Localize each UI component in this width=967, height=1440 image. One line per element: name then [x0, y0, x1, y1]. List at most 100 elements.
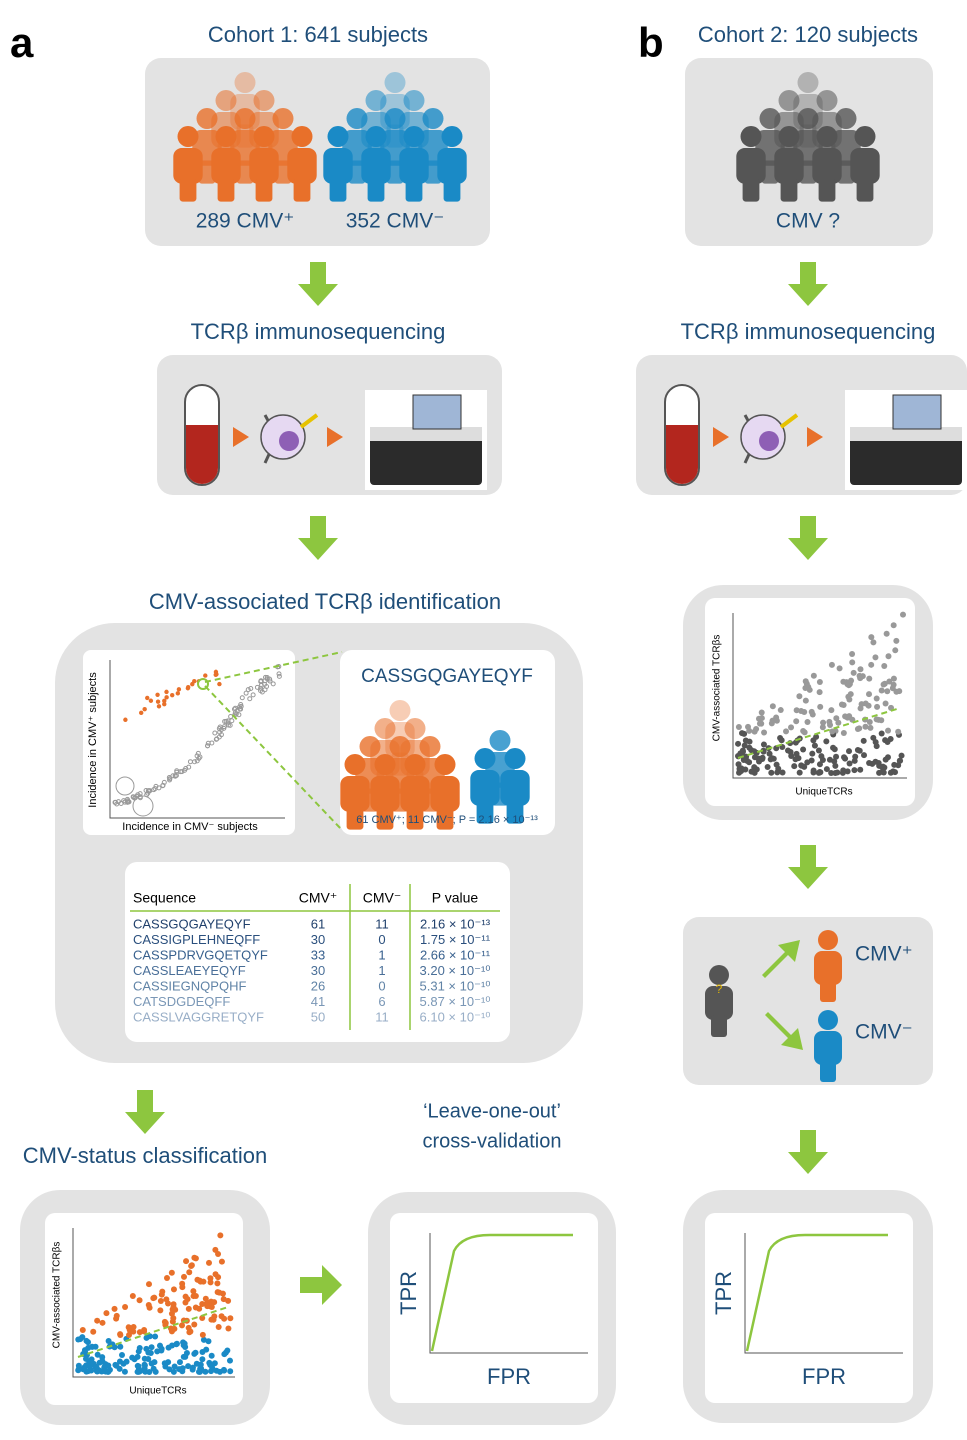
- scatter-dot: [247, 696, 253, 702]
- scatter-dot: [195, 1368, 202, 1375]
- person-head: [474, 748, 496, 769]
- scatter-dot: [886, 678, 893, 685]
- scatter-dot: [761, 729, 768, 736]
- scatter-dot: [823, 766, 830, 773]
- scatter-dot: [840, 678, 847, 685]
- scatter-dot: [264, 683, 270, 689]
- arrow: [298, 262, 338, 306]
- scatter-dot: [212, 1271, 219, 1278]
- scatter-dot: [192, 759, 198, 765]
- scatter-dot: [866, 675, 873, 682]
- table-cell: 33: [311, 947, 325, 962]
- scatter-dot: [878, 730, 885, 737]
- person-body: [470, 770, 500, 806]
- scatter-dot: [207, 1275, 214, 1282]
- table-header: Sequence: [133, 890, 196, 906]
- table-cell: 0: [378, 932, 385, 947]
- axes: [732, 613, 907, 779]
- person-body: [850, 148, 880, 184]
- scatter-dot: [227, 1368, 234, 1375]
- person-head: [816, 90, 838, 111]
- scatter-dot: [147, 788, 153, 794]
- sequencer-top: [370, 427, 482, 441]
- scatter-dot: [215, 1324, 222, 1331]
- scatter-dot: [768, 769, 775, 776]
- scatter-dot: [788, 753, 795, 760]
- scatter-dot: [186, 1269, 193, 1276]
- roc-curve: [430, 1233, 573, 1352]
- scatter-dot: [145, 695, 150, 701]
- scatter-dot: [819, 724, 826, 731]
- scatter-dot: [164, 695, 169, 700]
- person-legs: [329, 178, 347, 202]
- label: 289 CMV⁺: [196, 210, 295, 233]
- label: CMV-associated TCRβ identification: [149, 589, 501, 614]
- scatter-dot: [276, 671, 282, 677]
- scatter-dot: [793, 718, 800, 725]
- axes: [429, 1233, 588, 1354]
- scatter-dot: [190, 681, 195, 687]
- label: ?: [716, 982, 723, 996]
- scatter-dot: [183, 1258, 190, 1265]
- step-arrow: [233, 427, 249, 447]
- person-head: [365, 90, 387, 111]
- scatter-dot: [170, 1315, 177, 1322]
- scatter-dot: [758, 715, 765, 722]
- scatter-dot: [862, 723, 869, 730]
- scatter-dot: [267, 676, 273, 682]
- sequencer-top: [850, 427, 962, 441]
- scatter-dot: [764, 764, 771, 771]
- scatter-dot: [777, 707, 784, 714]
- scatter-dot: [849, 650, 856, 657]
- scatter-dot: [226, 1357, 233, 1364]
- label: TPR: [396, 1271, 421, 1315]
- scatter-dot: [810, 767, 817, 774]
- arrow: [788, 1130, 828, 1174]
- plot-card: [390, 1213, 598, 1403]
- scatter-dot: [117, 1332, 124, 1339]
- scatter-dot: [208, 1352, 215, 1359]
- scatter-dot: [779, 769, 786, 776]
- label: FPR: [487, 1364, 531, 1389]
- scatter-dot: [891, 761, 898, 768]
- person-head: [778, 126, 800, 147]
- scatter-dot: [211, 1360, 218, 1367]
- scatter-dot: [845, 682, 852, 689]
- person-head: [253, 90, 275, 111]
- table-cell: 30: [311, 963, 325, 978]
- scatter-dot: [881, 662, 888, 669]
- scatter-dot: [94, 1351, 101, 1358]
- person-body: [736, 148, 766, 184]
- scatter-dot: [90, 1328, 97, 1335]
- scatter-dot: [783, 728, 790, 735]
- person-legs: [506, 800, 524, 824]
- person-legs: [711, 1015, 727, 1037]
- scatter-dot: [158, 1291, 165, 1298]
- person-head: [759, 108, 781, 129]
- scatter-dot: [802, 678, 809, 685]
- person-head: [196, 108, 218, 129]
- blood: [666, 425, 698, 484]
- person-head: [272, 108, 294, 129]
- scatter-dot: [760, 741, 767, 748]
- scatter-dot: [111, 1344, 118, 1351]
- scatter-dot: [826, 756, 833, 763]
- axes: [72, 1228, 235, 1378]
- scatter-dot: [851, 757, 858, 764]
- table-cell: 30: [311, 932, 325, 947]
- scatter-dot: [735, 724, 742, 731]
- label: Incidence in CMV⁻ subjects: [122, 821, 258, 833]
- person-body: [340, 776, 370, 812]
- scatter-dot: [835, 719, 842, 726]
- label: TCRβ immunosequencing: [681, 319, 936, 344]
- scatter-dot: [192, 1304, 199, 1311]
- scatter-dot: [766, 750, 773, 757]
- scatter-dot: [225, 1325, 232, 1332]
- scatter-dot: [199, 1356, 206, 1363]
- table-cell: 11: [375, 1009, 389, 1024]
- person-legs: [274, 160, 292, 184]
- scatter-dot: [873, 716, 880, 723]
- person-legs: [255, 178, 273, 202]
- scatter-dot: [165, 1344, 172, 1351]
- scatter-dot: [811, 742, 818, 749]
